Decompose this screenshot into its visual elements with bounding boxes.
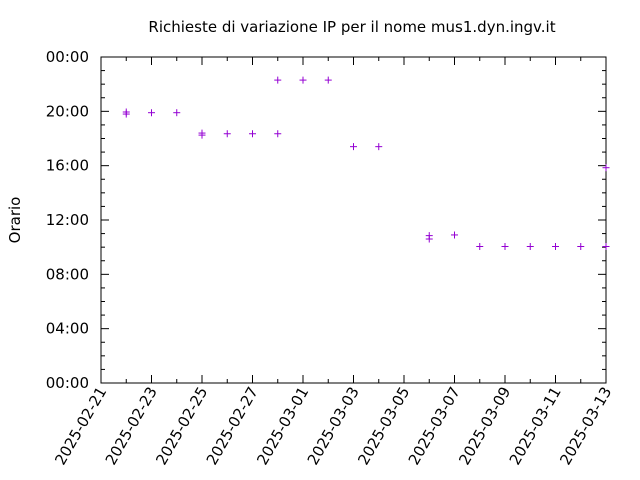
x-tick-label: 2025-03-07 [405,384,464,469]
x-tick-label: 2025-02-25 [152,384,211,469]
data-point [274,76,282,84]
data-point [602,164,610,172]
x-tick-label: 2025-03-03 [304,384,363,469]
y-tick-label: 04:00 [46,320,89,338]
data-point [274,130,282,138]
data-point [526,242,534,250]
y-tick-label: 16:00 [46,157,89,175]
data-point [324,76,332,84]
data-point [451,231,458,239]
plot-frame [100,56,607,384]
x-tick-label: 2025-03-05 [354,384,413,469]
data-point [249,130,256,138]
data-point [552,242,559,250]
data-point [299,76,307,84]
data-point [425,232,433,240]
y-axis-label: Orario [6,197,24,244]
x-tick-label: 2025-03-01 [253,384,312,469]
x-tick-label: 2025-02-21 [51,384,110,469]
data-point [223,130,231,138]
data-point [476,242,484,250]
x-tick-label: 2025-02-23 [102,384,161,469]
x-tick-label: 2025-02-27 [203,384,262,469]
y-tick-label: 08:00 [46,265,89,283]
chart-title: Richieste di variazione IP per il nome m… [148,18,555,36]
data-point [122,108,130,116]
y-tick-label: 20:00 [46,102,89,120]
x-tick-label: 2025-03-13 [556,384,615,469]
y-tick-label: 00:00 [46,374,89,392]
y-axis-ticks: 00:00 04:00 08:00 12:00 16:00 20:00 00:00 [46,48,606,392]
data-point [350,143,357,151]
data-point [148,109,155,117]
data-point [577,242,585,250]
y-tick-label: 12:00 [46,211,89,229]
data-point [375,143,383,151]
x-tick-label: 2025-03-11 [506,384,565,469]
x-tick-label: 2025-03-09 [455,384,514,469]
data-point [501,242,509,250]
data-point [173,109,181,117]
y-tick-label: 00:00 [46,48,89,66]
data-point [198,129,206,137]
data-points [122,76,610,250]
data-point [602,242,610,250]
x-axis-ticks: 2025-02-212025-02-232025-02-252025-02-27… [51,57,615,468]
